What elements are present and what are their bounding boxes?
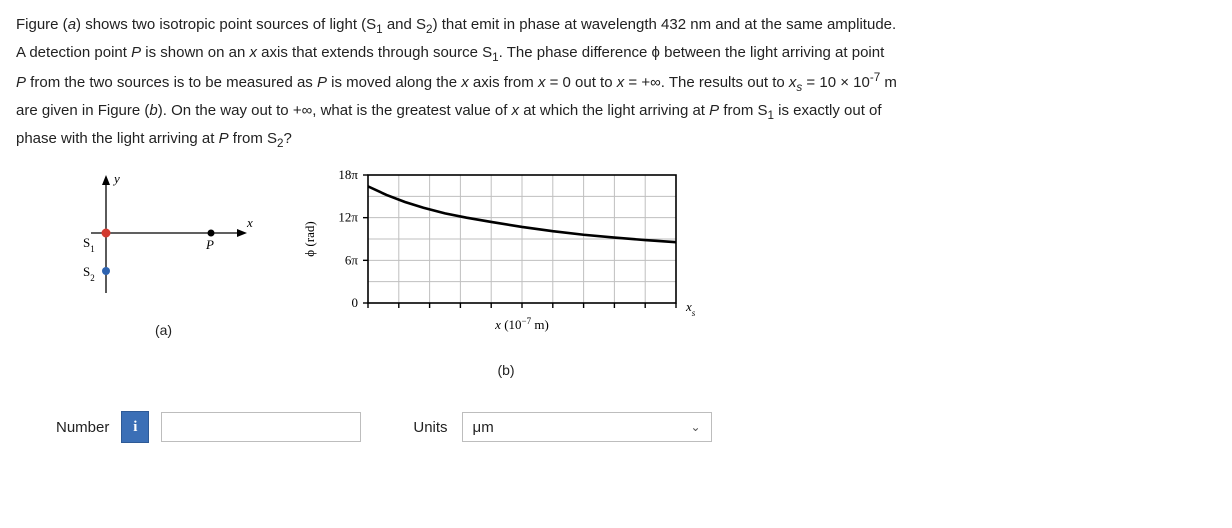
svg-text:18π: 18π <box>338 167 358 182</box>
number-input[interactable] <box>161 412 361 442</box>
info-icon: i <box>133 415 137 441</box>
figure-a: y x S1 S2 P (a) <box>71 163 256 343</box>
svg-text:0: 0 <box>352 295 359 310</box>
svg-text:xs: xs <box>685 299 696 318</box>
svg-text:12π: 12π <box>338 210 358 225</box>
units-label: Units <box>413 415 447 441</box>
svg-text:S2: S2 <box>83 264 95 283</box>
problem-text: Figure (a) shows two isotropic point sou… <box>16 12 1216 153</box>
unit-selected-value: μm <box>473 415 494 441</box>
svg-text:S1: S1 <box>83 235 95 254</box>
svg-text:y: y <box>112 171 120 186</box>
number-label: Number <box>56 415 109 441</box>
svg-text:6π: 6π <box>345 253 359 268</box>
svg-text:ϕ (rad): ϕ (rad) <box>302 222 317 257</box>
answer-row: Number i Units μm ⌄ <box>56 411 1216 443</box>
figure-b-label: (b) <box>497 359 514 383</box>
svg-text:x (10−7 m): x (10−7 m) <box>494 316 549 332</box>
info-button[interactable]: i <box>121 411 149 443</box>
chevron-down-icon: ⌄ <box>690 417 700 437</box>
svg-text:x: x <box>246 215 253 230</box>
units-select[interactable]: μm ⌄ <box>462 412 712 442</box>
figure-b: 0 6π 12π 18π ϕ (rad) x (10−7 m) xs (b) <box>296 163 716 383</box>
svg-text:P: P <box>205 237 214 252</box>
figure-a-label: (a) <box>155 319 172 343</box>
